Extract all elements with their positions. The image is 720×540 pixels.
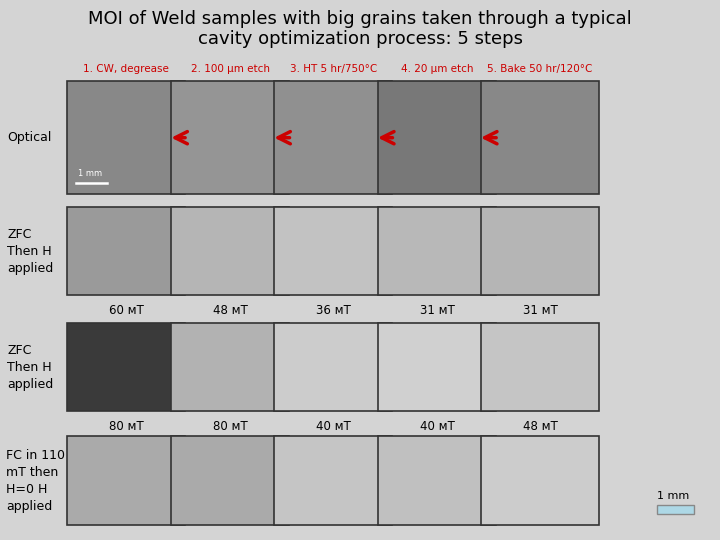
Bar <box>171 81 289 194</box>
Text: 40 мТ: 40 мТ <box>316 420 351 433</box>
Text: ZFC
Then H
applied: ZFC Then H applied <box>7 343 53 391</box>
Bar <box>171 323 289 411</box>
Bar <box>171 207 289 295</box>
Text: 40 мТ: 40 мТ <box>420 420 454 433</box>
Bar <box>274 81 392 194</box>
Text: 80 мТ: 80 мТ <box>109 420 143 433</box>
Text: 36 мТ: 36 мТ <box>316 304 351 317</box>
Text: 1 mm: 1 mm <box>657 491 689 501</box>
Bar <box>67 81 185 194</box>
Bar <box>67 436 185 525</box>
Bar <box>274 436 392 525</box>
Text: 3. HT 5 hr/750°C: 3. HT 5 hr/750°C <box>289 64 377 73</box>
Text: Optical: Optical <box>7 131 52 144</box>
Bar <box>171 436 289 525</box>
Bar <box>67 323 185 411</box>
Text: 2. 100 μm etch: 2. 100 μm etch <box>191 64 270 73</box>
Bar <box>274 323 392 411</box>
Text: FC in 110
mT then
H=0 H
applied: FC in 110 mT then H=0 H applied <box>6 449 65 512</box>
Bar <box>481 207 599 295</box>
Bar <box>481 323 599 411</box>
Text: cavity optimization process: 5 steps: cavity optimization process: 5 steps <box>197 30 523 48</box>
Bar <box>378 81 496 194</box>
Text: 5. Bake 50 hr/120°C: 5. Bake 50 hr/120°C <box>487 64 593 73</box>
Text: 31 мТ: 31 мТ <box>420 304 454 317</box>
Text: 60 мТ: 60 мТ <box>109 304 143 317</box>
Text: 4. 20 μm etch: 4. 20 μm etch <box>401 64 473 73</box>
Bar <box>67 207 185 295</box>
Text: MOI of Weld samples with big grains taken through a typical: MOI of Weld samples with big grains take… <box>88 10 632 28</box>
Bar <box>274 207 392 295</box>
Text: ZFC
Then H
applied: ZFC Then H applied <box>7 227 53 275</box>
Bar <box>657 505 694 514</box>
Text: 31 мТ: 31 мТ <box>523 304 557 317</box>
Bar <box>378 207 496 295</box>
Text: 1. CW, degrease: 1. CW, degrease <box>83 64 169 73</box>
Text: 48 мТ: 48 мТ <box>213 304 248 317</box>
Bar <box>378 323 496 411</box>
Text: 1 mm: 1 mm <box>78 169 102 178</box>
Text: 48 мТ: 48 мТ <box>523 420 557 433</box>
Bar <box>481 81 599 194</box>
Bar <box>481 436 599 525</box>
Bar <box>378 436 496 525</box>
Text: 80 мТ: 80 мТ <box>213 420 248 433</box>
